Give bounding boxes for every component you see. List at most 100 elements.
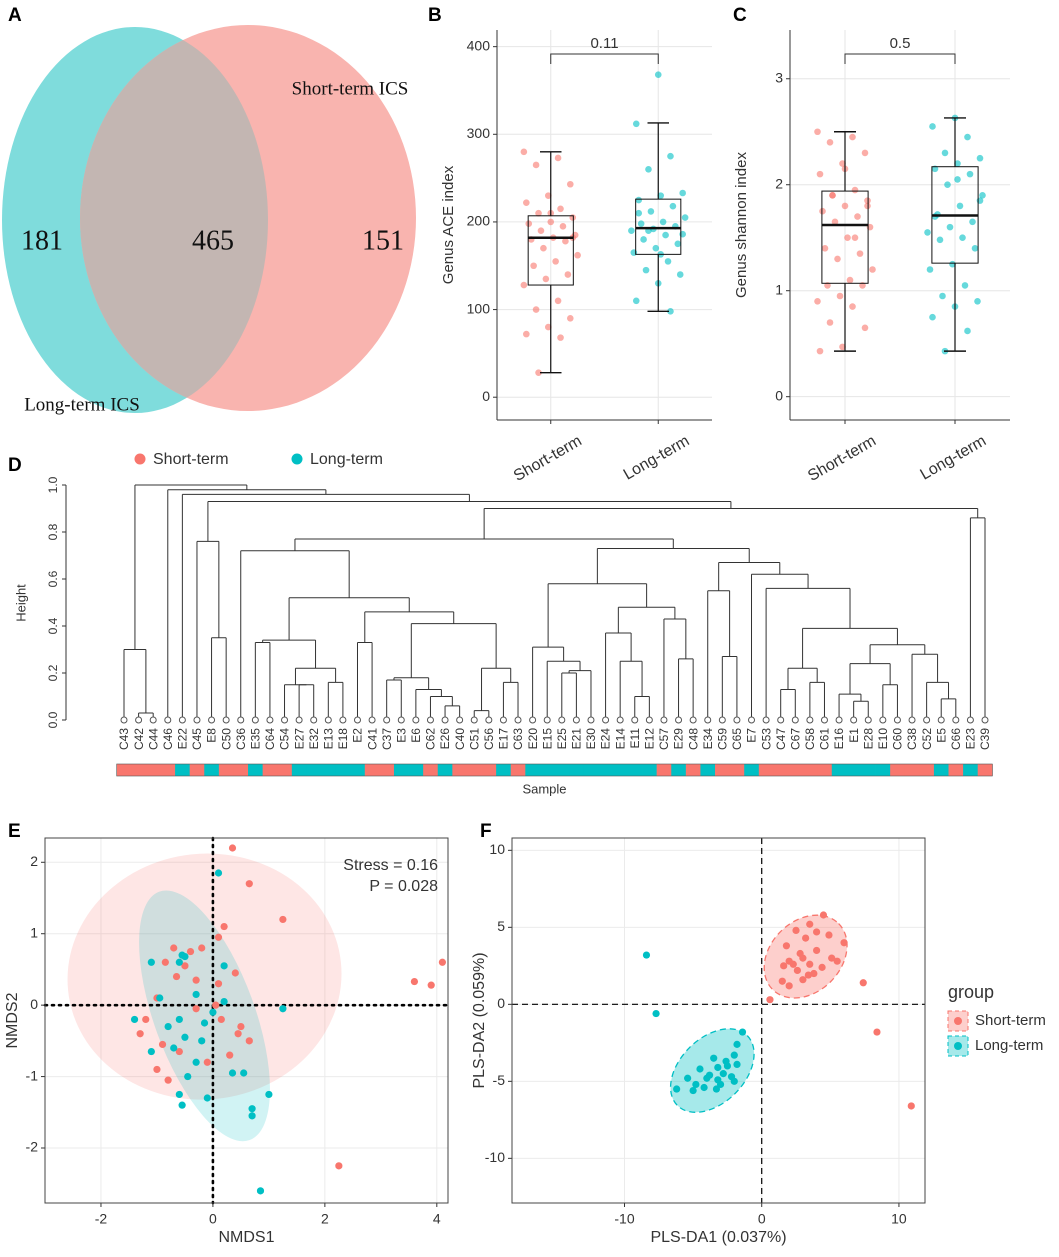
jitter-point bbox=[569, 214, 577, 221]
leaf-label: C63 bbox=[511, 728, 525, 750]
x-tick-label: Long-term bbox=[917, 432, 989, 483]
jitter-point bbox=[826, 319, 834, 326]
legend-label: Short-term bbox=[153, 451, 229, 468]
x-tick-label: 2 bbox=[321, 1211, 329, 1227]
jitter-point bbox=[936, 236, 944, 244]
point bbox=[192, 1005, 200, 1013]
jitter-point bbox=[814, 128, 821, 136]
legend-label: Long-term bbox=[310, 451, 383, 468]
legend-key-point bbox=[954, 1017, 962, 1025]
jitter-point bbox=[654, 71, 662, 78]
leaf-label: C46 bbox=[161, 728, 175, 750]
jitter-point bbox=[954, 176, 961, 183]
jitter-point bbox=[520, 148, 528, 156]
point bbox=[153, 1065, 161, 1074]
leaf-node bbox=[908, 716, 916, 724]
y-tick-label: 0 bbox=[482, 388, 490, 404]
count-right: 151 bbox=[362, 225, 404, 256]
point bbox=[712, 1085, 721, 1093]
merge bbox=[254, 641, 271, 720]
box bbox=[527, 215, 574, 286]
leaf-node bbox=[981, 716, 989, 724]
leaf-node bbox=[631, 716, 639, 724]
point bbox=[198, 944, 206, 952]
point bbox=[806, 960, 814, 968]
leaf-label: C51 bbox=[467, 728, 481, 750]
point bbox=[792, 926, 800, 935]
panel-letter: B bbox=[428, 5, 442, 26]
merge bbox=[911, 653, 939, 720]
leaf-label: C42 bbox=[132, 728, 146, 750]
point bbox=[716, 1080, 725, 1089]
jitter-point bbox=[956, 202, 964, 210]
jitter-point bbox=[966, 170, 974, 178]
x-axis-label: PLS-DA1 (0.037%) bbox=[650, 1229, 786, 1246]
jitter-point bbox=[846, 276, 854, 284]
leaf-label: C45 bbox=[190, 728, 204, 750]
point bbox=[859, 979, 867, 987]
leaf-node bbox=[864, 716, 872, 724]
point bbox=[175, 1047, 183, 1056]
jitter-point bbox=[632, 297, 640, 305]
jitter-point bbox=[542, 275, 550, 283]
point bbox=[142, 1015, 150, 1024]
group-cell bbox=[131, 764, 147, 776]
leaf-label: E1 bbox=[847, 728, 861, 743]
legend-key bbox=[134, 453, 146, 465]
jitter-point bbox=[851, 186, 859, 194]
jitter-point bbox=[814, 298, 821, 305]
point bbox=[217, 1015, 225, 1024]
plot-border bbox=[44, 837, 449, 1204]
leaf-node bbox=[499, 716, 507, 724]
jitter-point bbox=[545, 192, 552, 199]
leaf-node bbox=[470, 716, 478, 724]
plot-background bbox=[45, 838, 448, 1203]
point bbox=[248, 1112, 256, 1120]
leaf-label: C65 bbox=[730, 728, 744, 750]
group-cell bbox=[452, 764, 468, 776]
leaf-label: E2 bbox=[351, 728, 365, 743]
jitter-point bbox=[659, 218, 667, 226]
leaf-node bbox=[587, 716, 595, 724]
leaf-label: C58 bbox=[803, 728, 817, 750]
point bbox=[172, 972, 181, 981]
point bbox=[819, 911, 828, 919]
group-cell bbox=[977, 764, 993, 776]
point bbox=[147, 1047, 155, 1056]
leaf-node bbox=[193, 716, 201, 724]
point bbox=[789, 960, 797, 968]
point bbox=[705, 1071, 714, 1079]
point bbox=[214, 980, 223, 988]
legend-title: group bbox=[948, 982, 994, 1002]
count-overlap: 465 bbox=[192, 225, 234, 256]
leaf-node bbox=[178, 716, 186, 724]
jitter-point bbox=[831, 218, 839, 226]
merge bbox=[546, 660, 581, 720]
group-cell bbox=[145, 764, 161, 776]
leaf-node bbox=[791, 716, 799, 724]
legend-key bbox=[291, 453, 303, 465]
group-cell bbox=[875, 764, 891, 776]
leaf-label: E15 bbox=[540, 728, 554, 750]
jitter-point bbox=[523, 330, 530, 338]
jitter-point bbox=[535, 369, 542, 376]
leaf-node bbox=[237, 716, 245, 724]
y-tick-label: 0 bbox=[30, 996, 38, 1012]
leaf-node bbox=[529, 716, 537, 724]
set-label: Short-term ICS bbox=[292, 78, 409, 99]
group-cell bbox=[525, 764, 541, 776]
leaf-label: C59 bbox=[715, 728, 729, 750]
y-tick-label: 0.2 bbox=[46, 664, 60, 681]
point bbox=[738, 1028, 747, 1036]
leaf-label: C54 bbox=[278, 728, 292, 750]
x-tick-label: 10 bbox=[891, 1211, 907, 1227]
merge bbox=[849, 663, 891, 695]
jitter-point bbox=[662, 231, 669, 239]
merge bbox=[356, 641, 373, 720]
leaf-node bbox=[820, 716, 828, 724]
jitter-point bbox=[540, 244, 547, 252]
jitter-point bbox=[566, 180, 574, 188]
group-cell bbox=[569, 764, 585, 776]
leaf-node bbox=[748, 716, 756, 724]
